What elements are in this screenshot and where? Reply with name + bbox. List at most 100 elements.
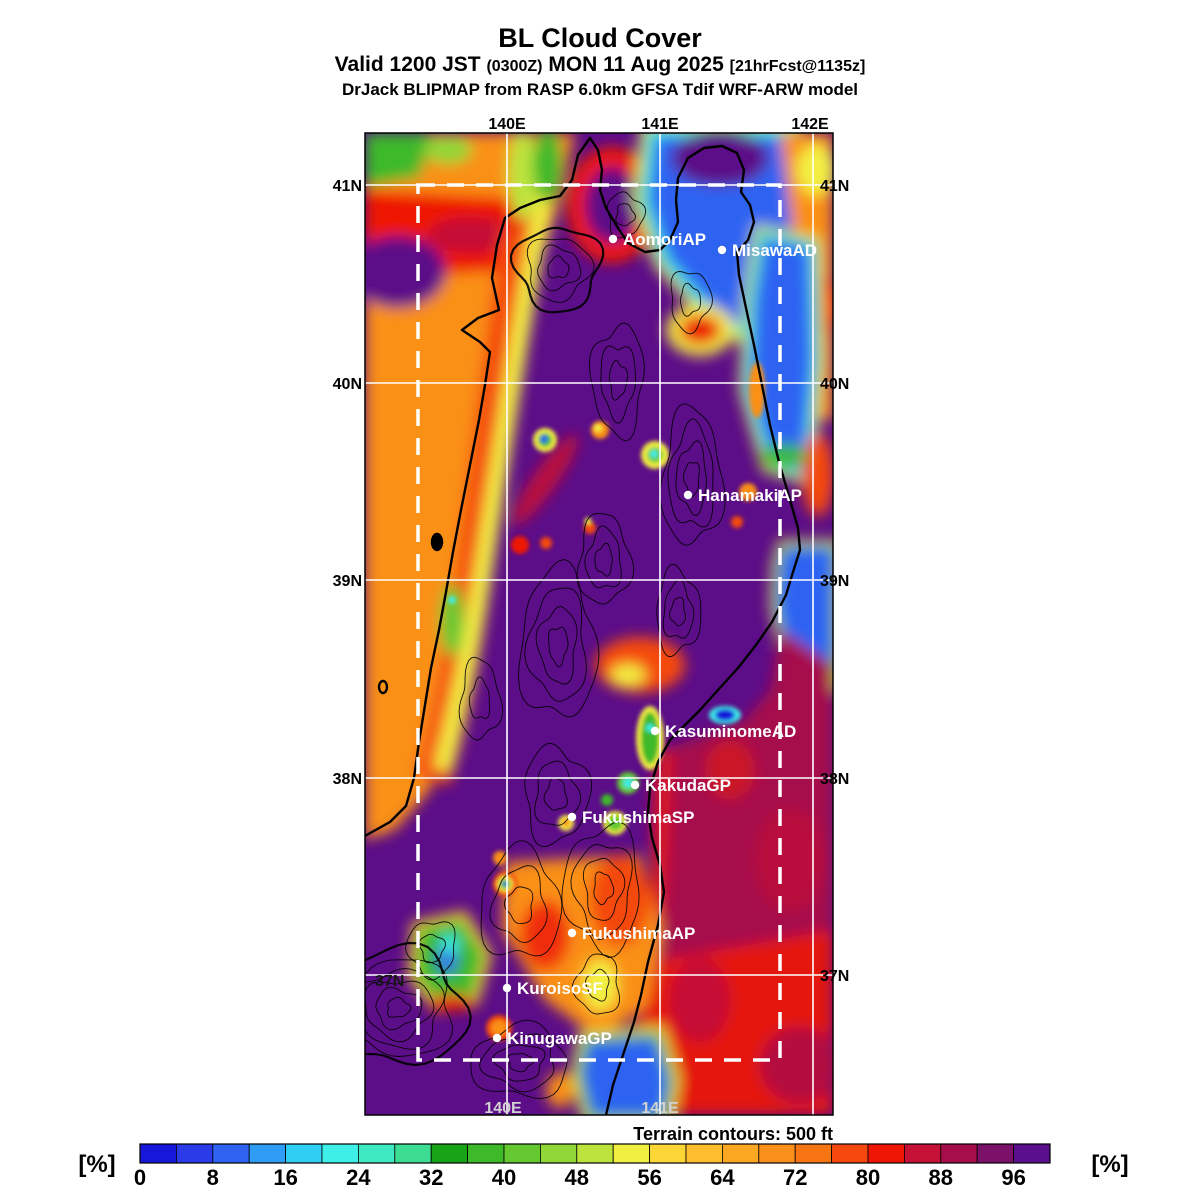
colorbar-segment [794, 1143, 833, 1164]
colorbar-segment [175, 1143, 214, 1164]
model-line: DrJack BLIPMAP from RASP 6.0km GFSA Tdif… [341, 80, 859, 99]
station-marker: AomoriAP [608, 230, 706, 249]
model-domain-boundary [416, 183, 782, 1062]
terrain-contour-note: Terrain contours: 500 ft [633, 1124, 833, 1144]
lon-label-bottom: 140E [484, 1100, 522, 1117]
station-dot [492, 1033, 502, 1043]
colorbar-segment [904, 1143, 942, 1164]
valid-time-line: Valid 1200 JST (0300Z) MON 11 Aug 2025 [… [0, 52, 1200, 80]
colorbar-segment [867, 1143, 905, 1164]
colorbar-segment [503, 1143, 541, 1164]
colorbar-tick-label: 0 [134, 1165, 146, 1190]
colorbar-segment [357, 1143, 396, 1164]
colorbar-segment [139, 1143, 177, 1164]
lat-label-inner: 37N [375, 973, 404, 990]
station-label: MisawaAD [732, 241, 817, 260]
colorbar-segment [1013, 1143, 1051, 1164]
lon-label-bottom: 141E [641, 1100, 679, 1117]
map-border [364, 132, 834, 1116]
station-label: FukushimaSP [582, 808, 694, 827]
cloud-cover-field [365, 133, 833, 1115]
colorbar-segment [758, 1143, 796, 1164]
colorbar-segment [321, 1143, 359, 1164]
colorbar-segment [976, 1143, 1015, 1164]
lat-label-right: 38N [820, 771, 849, 788]
colorbar-tick-label: 8 [207, 1165, 219, 1190]
colorbar-segment [540, 1143, 578, 1164]
colorbar-segment [394, 1143, 432, 1164]
colorbar-tick-label: 24 [346, 1165, 371, 1190]
colorbar-unit-right: [%] [1091, 1151, 1128, 1178]
page-title: BL Cloud Cover [498, 23, 702, 53]
colorbar-segment [722, 1143, 760, 1164]
lon-label-top: 140E [488, 116, 526, 133]
colorbar-segment [576, 1143, 614, 1164]
station-label: AomoriAP [623, 230, 706, 249]
lat-label-right: 37N [820, 968, 849, 985]
station-marker: FukushimaAP [567, 924, 695, 943]
lat-label-left: 40N [333, 376, 362, 393]
coastline [365, 136, 802, 1115]
station-dot [608, 234, 618, 244]
colorbar-tick-label: 72 [783, 1165, 807, 1190]
lat-label-right: 41N [820, 178, 849, 195]
colorbar-segment [940, 1143, 978, 1164]
header: BL Cloud Cover Valid 1200 JST (0300Z) MO… [0, 24, 1200, 100]
forecast-lead: [21hrFcst@1135z] [729, 58, 866, 75]
grid-labels: 140E 141E 142E 140E 141E 41N 40N 39N 38N 37N 41N 40… [333, 116, 850, 1117]
colorbar-segment [248, 1143, 286, 1164]
lat-label-left: 38N [333, 771, 362, 788]
station-dot [650, 726, 660, 736]
station-marker: KuroisoSF [502, 979, 603, 998]
colorbar-segment [467, 1143, 505, 1164]
station-label: KakudaGP [645, 776, 731, 795]
valid-date: MON 11 Aug 2025 [548, 53, 724, 76]
station-marker: FukushimaSP [567, 808, 694, 827]
colorbar-segment [649, 1143, 687, 1164]
colorbar-tick-label: 40 [492, 1165, 516, 1190]
station-dot [567, 928, 577, 938]
lon-label-top: 141E [641, 116, 679, 133]
lat-label-right: 40N [820, 376, 849, 393]
station-label: KinugawaGP [507, 1029, 612, 1048]
colorbar-unit-left: [%] [78, 1151, 115, 1178]
station-dot [502, 983, 512, 993]
colorbar-segment [685, 1143, 723, 1164]
colorbar-tick-label: 56 [637, 1165, 661, 1190]
lat-label-left: 41N [333, 178, 362, 195]
valid-zulu: (0300Z) [486, 58, 543, 75]
valid-time: Valid 1200 JST [334, 53, 481, 76]
lat-label-right: 39N [820, 573, 849, 590]
colorbar-tick-label: 48 [565, 1165, 589, 1190]
terrain-contours [365, 191, 726, 1100]
colorbar-tick-label: 88 [929, 1165, 953, 1190]
station-dot [630, 780, 640, 790]
station-dot [683, 490, 693, 500]
station-label: FukushimaAP [582, 924, 695, 943]
colorbar-tick-label: 96 [1001, 1165, 1025, 1190]
station-markers: AomoriAP MisawaAD HanamakiAP KasuminomeAD Ka… [492, 230, 817, 1048]
lon-label-top: 142E [791, 116, 829, 133]
colorbar-segment [831, 1143, 869, 1164]
station-marker: KakudaGP [630, 776, 731, 795]
colorbar-tick-label: 80 [856, 1165, 880, 1190]
station-marker: KinugawaGP [492, 1029, 612, 1048]
colorbar-segment [430, 1143, 469, 1164]
station-dot [717, 245, 727, 255]
station-label: HanamakiAP [698, 486, 802, 505]
colorbar: 0 8 16 24 32 40 48 56 64 72 80 88 96 [134, 1143, 1051, 1190]
station-marker: HanamakiAP [683, 486, 802, 505]
colorbar-segment [285, 1143, 323, 1164]
lat-label-left: 39N [333, 573, 362, 590]
colorbar-segment [212, 1143, 250, 1164]
station-label: KasuminomeAD [665, 722, 796, 741]
station-dot [567, 812, 577, 822]
station-label: KuroisoSF [517, 979, 603, 998]
colorbar-outline [139, 1143, 1051, 1164]
station-marker: KasuminomeAD [650, 722, 796, 741]
colorbar-tick-label: 16 [273, 1165, 297, 1190]
colorbar-segment [612, 1143, 651, 1164]
colorbar-tick-label: 32 [419, 1165, 443, 1190]
